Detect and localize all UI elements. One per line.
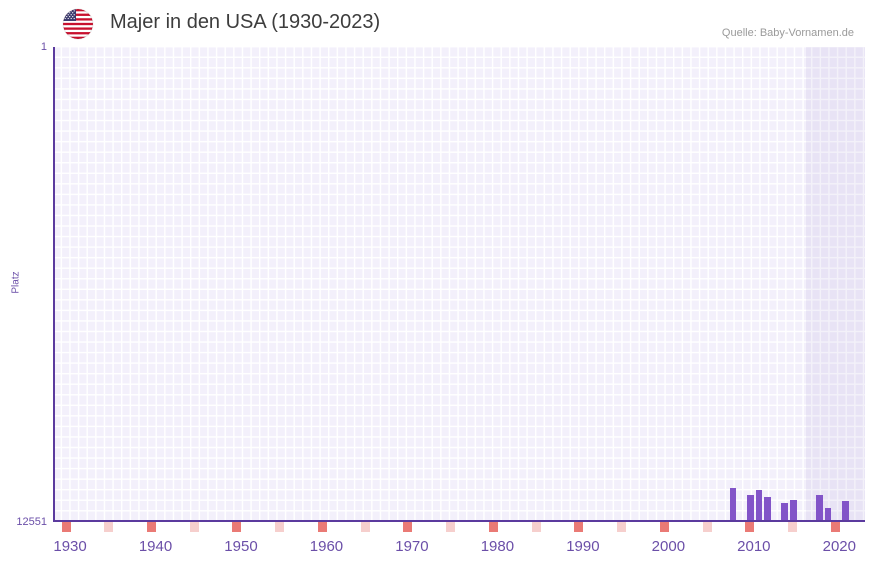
x-tick-label-1960: 1960 <box>309 538 344 555</box>
x-minor-tick-1945 <box>189 522 199 532</box>
y-axis-title: Platz <box>10 271 22 294</box>
x-tick-1930 <box>61 522 71 532</box>
x-tick-label-1950: 1950 <box>224 538 258 555</box>
bar-2015 <box>790 500 797 521</box>
x-tick-1980 <box>488 522 498 532</box>
y-axis-tick-bottom: 12551 <box>16 516 47 528</box>
x-tick-1970 <box>403 522 413 532</box>
x-axis-line <box>53 520 865 522</box>
x-tick-1950 <box>232 522 242 532</box>
bar-2021 <box>841 500 849 521</box>
x-tick-2000 <box>659 522 669 532</box>
y-axis-line <box>53 47 55 521</box>
x-tick-label-2020: 2020 <box>822 538 856 555</box>
shaded-region <box>806 47 865 521</box>
chart-header: Majer in den USA (1930-2023) Quelle: Bab… <box>0 0 873 45</box>
us-flag-icon <box>63 9 93 39</box>
bar-2008 <box>729 487 737 521</box>
source-attribution: Quelle: Baby-Vornamen.de <box>721 27 854 39</box>
x-minor-tick-2005 <box>702 522 712 532</box>
x-tick-1960 <box>317 522 327 532</box>
bar-2014 <box>781 503 789 521</box>
x-tick-label-1930: 1930 <box>53 538 87 555</box>
chart-plot-area <box>53 47 865 521</box>
x-tick-label-1980: 1980 <box>480 538 515 555</box>
x-tick-label-1970: 1970 <box>395 538 429 555</box>
x-minor-tick-1985 <box>531 522 541 532</box>
bar-2010 <box>746 494 754 521</box>
x-tick-2010 <box>745 522 755 532</box>
x-tick-label-2010: 2010 <box>737 538 771 555</box>
x-tick-1940 <box>147 522 157 532</box>
x-minor-tick-2015 <box>788 522 798 532</box>
x-minor-tick-1955 <box>275 522 285 532</box>
x-minor-tick-1935 <box>104 522 114 532</box>
page-title: Majer in den USA (1930-2023) <box>110 11 381 33</box>
x-tick-label-2000: 2000 <box>651 538 686 555</box>
x-minor-tick-1995 <box>617 522 627 532</box>
x-tick-label-1990: 1990 <box>566 538 600 555</box>
x-tick-2020 <box>830 522 840 532</box>
x-minor-tick-1965 <box>360 522 370 532</box>
bar-2011 <box>755 489 763 521</box>
bar-2019 <box>824 507 832 521</box>
x-tick-1990 <box>574 522 584 532</box>
chart-gridlines <box>53 47 865 521</box>
chart-bars <box>53 47 865 521</box>
bar-2012 <box>764 496 771 521</box>
y-axis-tick-top: 1 <box>40 41 47 53</box>
x-tick-label-1940: 1940 <box>138 538 173 555</box>
bar-2018 <box>815 495 823 521</box>
x-minor-tick-1975 <box>446 522 456 532</box>
